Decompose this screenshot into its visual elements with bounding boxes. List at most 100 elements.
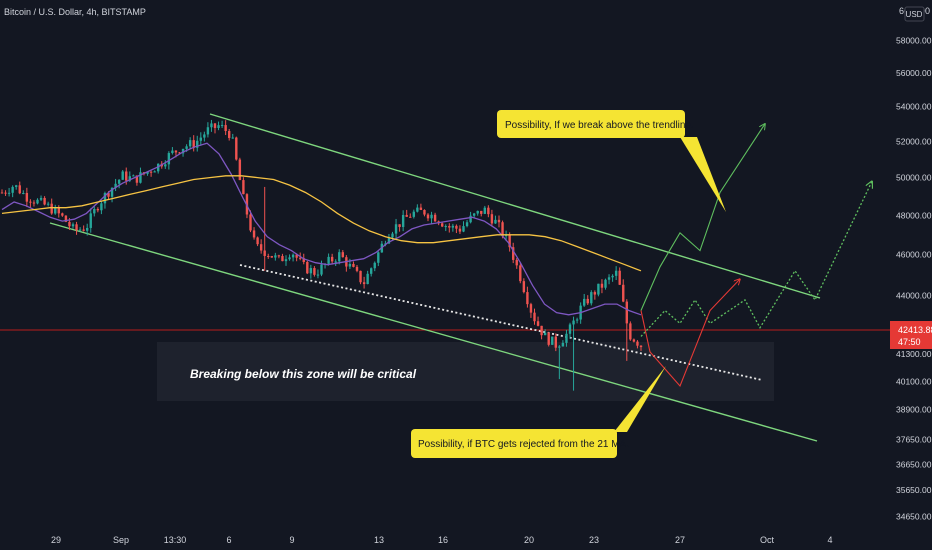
candle-body [78,229,82,231]
candle-body [370,268,373,274]
candle-body [228,131,231,138]
candle-body [4,192,7,194]
candle-body [71,224,75,227]
time-tick-label: Sep [113,535,129,545]
candle-body [213,123,217,128]
channel-lower-trendline[interactable] [49,222,818,442]
candle-body [149,171,153,173]
candle-body [547,332,550,345]
time-tick-label: 27 [675,535,685,545]
candle-body [309,268,313,274]
candle-body [82,229,85,231]
candle-body [96,209,100,211]
candlesticks [0,119,643,391]
candle-body [561,342,565,347]
candle-body [178,152,181,154]
candle-body [398,224,401,227]
candle-body [494,219,497,224]
candle-body [568,324,572,334]
candle-body [50,203,53,214]
candle-body [295,254,298,258]
candle-body [529,304,533,313]
candle-body [558,346,561,348]
candle-body [313,268,316,275]
candle-body [540,325,543,336]
dotted-support-line[interactable] [239,264,763,381]
candle-body [512,247,515,260]
candle-body [132,175,135,177]
candle-body [224,125,227,132]
candle-body [242,180,245,195]
candle-body [167,153,171,165]
candle-body [629,323,632,340]
currency-badge[interactable] [904,6,925,22]
candle-body [39,197,43,200]
time-tick-label: 16 [438,535,448,545]
candle-body [7,192,11,194]
candle-body [110,187,114,197]
candle-body [338,252,341,262]
candle-body [153,171,156,173]
price-tick-partial: 60 [899,6,909,16]
price-axis[interactable] [890,0,932,550]
candle-body [377,252,380,263]
moving-averages [1,142,642,316]
candle-body [75,224,78,231]
candle-body [490,214,494,224]
countdown-label: 47:50 [898,337,921,347]
candle-body [604,279,607,288]
callout-pointer-bottom [614,366,666,432]
channel-upper-trendline[interactable] [209,113,821,299]
candle-body [306,262,309,274]
candle-body [583,298,586,306]
candle-body [341,252,344,258]
candle-body [618,270,621,285]
currency-label: USD [906,10,923,19]
candle-body [334,261,337,263]
current-price-badge [890,321,932,349]
candle-body [135,175,139,183]
price-tick-label: 52000.00 [896,136,932,146]
candle-body [458,228,462,232]
price-tick-label: 34650.00 [896,511,932,521]
candle-body [355,266,359,271]
candle-body [89,213,92,228]
candle-body [441,223,444,227]
callout-breakout[interactable] [497,110,685,138]
candle-body [15,185,18,187]
candle-body [366,273,369,285]
candle-body [291,254,295,258]
ma-21-line [1,142,642,316]
candle-body [199,137,202,141]
callout-rejection[interactable] [411,429,617,458]
candle-body [125,171,128,181]
candle-body [57,207,60,214]
candle-body [469,215,472,223]
candle-body [515,259,518,266]
price-tick-label: 46000.00 [896,250,932,260]
time-ticks: 29 Sep 13:30 6 9 13 16 20 23 27 Oct 4 [51,535,833,545]
candle-body [600,283,604,288]
price-tick-label: 35650.00 [896,485,932,495]
candle-body [185,146,188,149]
candle-body [274,255,277,258]
current-price-label: 42413.88 [898,325,932,335]
candle-body [430,214,433,219]
critical-zone [157,342,774,401]
callout-breakout-text: Possibility, If we break above the trend… [505,120,694,131]
candle-body [114,183,117,188]
candle-body [188,140,192,147]
candle-body [501,222,504,237]
candle-body [316,274,320,276]
candle-body [128,176,131,181]
candle-body [448,226,451,228]
price-tick-label: 38900.00 [896,404,932,414]
candle-body [299,257,302,259]
price-tick-label: 54000.00 [896,102,932,112]
candle-body [36,199,39,204]
critical-zone-label: Breaking below this zone will be critica… [190,367,417,381]
candle-body [330,256,334,262]
candle-body [61,213,64,216]
